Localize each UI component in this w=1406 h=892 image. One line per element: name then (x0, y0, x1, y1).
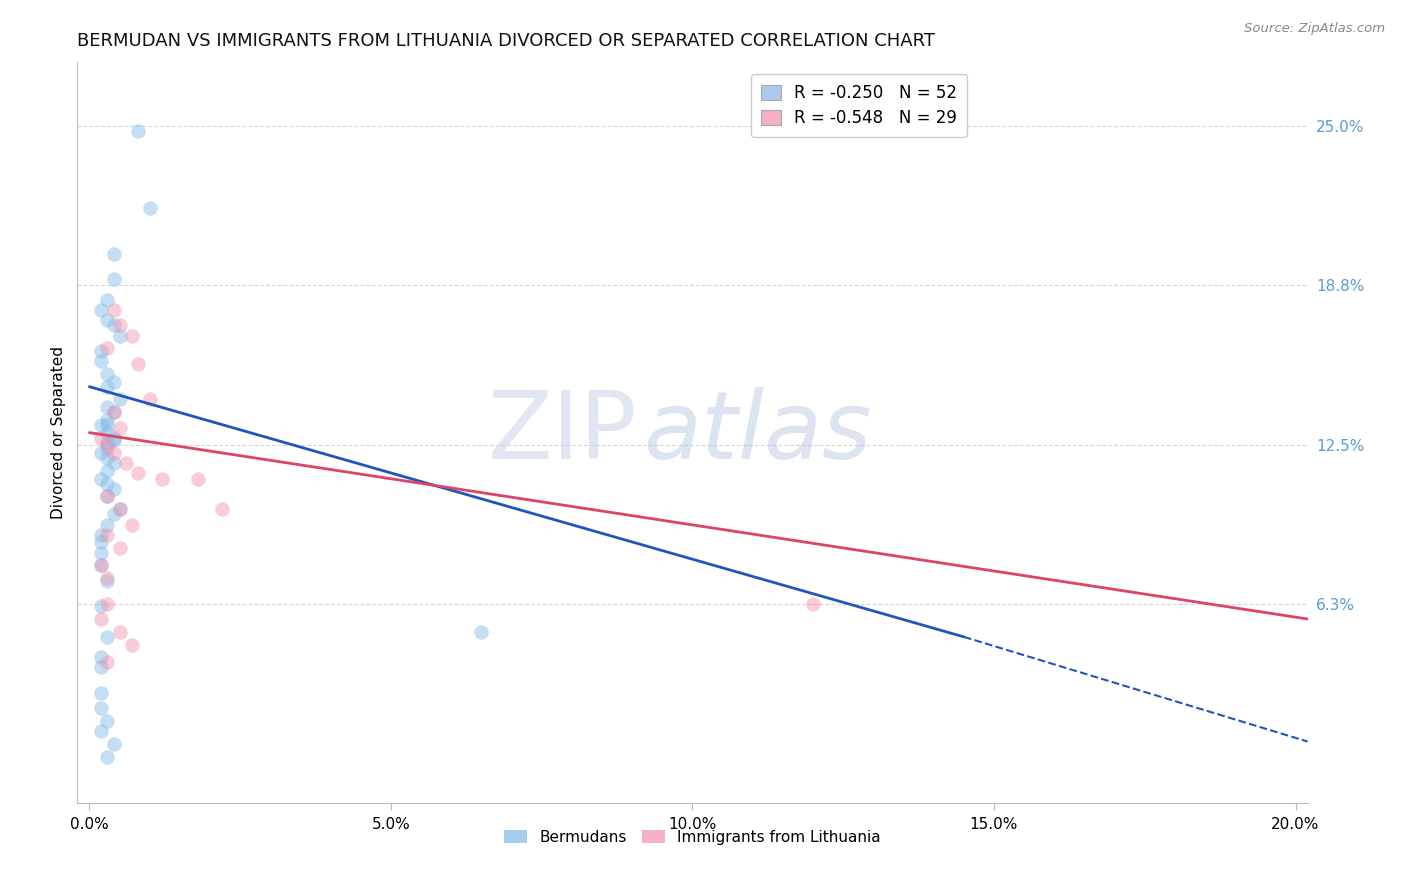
Point (90, 535, 112, 549)
Point (96, 656, 118, 670)
Point (211, 502, 233, 516)
Point (96, 435, 118, 450)
Legend: Bermudans, Immigrants from Lithuania: Bermudans, Immigrants from Lithuania (498, 823, 887, 851)
Point (103, 247, 125, 261)
Point (127, 467, 149, 481)
Point (90, 431, 112, 445)
Point (108, 541, 131, 555)
Point (150, 472, 173, 486)
Point (121, 328, 143, 343)
Point (138, 201, 160, 215)
Point (96, 400, 118, 414)
Point (114, 456, 136, 470)
Point (96, 464, 118, 478)
Point (90, 303, 112, 318)
Point (96, 490, 118, 504)
Point (90, 472, 112, 486)
Point (90, 343, 112, 358)
Point (96, 476, 118, 491)
Point (127, 357, 149, 371)
Point (103, 272, 125, 286)
Point (96, 367, 118, 381)
Point (90, 527, 112, 541)
Point (96, 413, 118, 427)
Point (801, 597, 824, 611)
Point (108, 502, 131, 516)
Point (96, 379, 118, 393)
Point (96, 425, 118, 440)
Point (121, 517, 143, 532)
Point (103, 446, 125, 460)
Text: BERMUDAN VS IMMIGRANTS FROM LITHUANIA DIVORCED OR SEPARATED CORRELATION CHART: BERMUDAN VS IMMIGRANTS FROM LITHUANIA DI… (77, 32, 935, 50)
Point (96, 527, 118, 541)
Point (103, 434, 125, 448)
Point (108, 502, 131, 516)
Text: ZIP: ZIP (488, 386, 637, 479)
Point (103, 737, 125, 751)
Y-axis label: Divorced or Separated: Divorced or Separated (51, 346, 66, 519)
Point (96, 517, 118, 532)
Point (96, 714, 118, 728)
Point (90, 660, 112, 674)
Point (96, 441, 118, 455)
Point (96, 574, 118, 588)
Point (103, 375, 125, 389)
Point (90, 599, 112, 614)
Point (103, 303, 125, 318)
Point (90, 546, 112, 560)
Point (90, 417, 112, 432)
Point (103, 405, 125, 419)
Point (90, 446, 112, 460)
Point (96, 749, 118, 764)
Point (108, 392, 131, 407)
Point (96, 451, 118, 466)
Point (470, 624, 492, 639)
Point (96, 571, 118, 585)
Point (96, 597, 118, 611)
Point (108, 328, 131, 343)
Point (90, 650, 112, 665)
Point (90, 612, 112, 626)
Point (121, 638, 143, 652)
Text: atlas: atlas (644, 387, 872, 478)
Point (103, 405, 125, 419)
Point (96, 417, 118, 432)
Point (103, 482, 125, 496)
Point (90, 701, 112, 715)
Point (96, 438, 118, 452)
Point (90, 686, 112, 700)
Point (108, 420, 131, 434)
Point (127, 124, 149, 138)
Point (96, 293, 118, 307)
Point (90, 724, 112, 739)
Point (90, 558, 112, 573)
Point (108, 318, 131, 333)
Point (96, 342, 118, 356)
Point (103, 318, 125, 333)
Point (96, 313, 118, 327)
Point (96, 630, 118, 644)
Point (103, 456, 125, 470)
Text: Source: ZipAtlas.com: Source: ZipAtlas.com (1244, 22, 1385, 36)
Point (108, 624, 131, 639)
Point (90, 354, 112, 368)
Point (96, 490, 118, 504)
Point (90, 558, 112, 573)
Point (138, 392, 160, 407)
Point (103, 508, 125, 522)
Point (187, 472, 209, 486)
Point (103, 431, 125, 445)
